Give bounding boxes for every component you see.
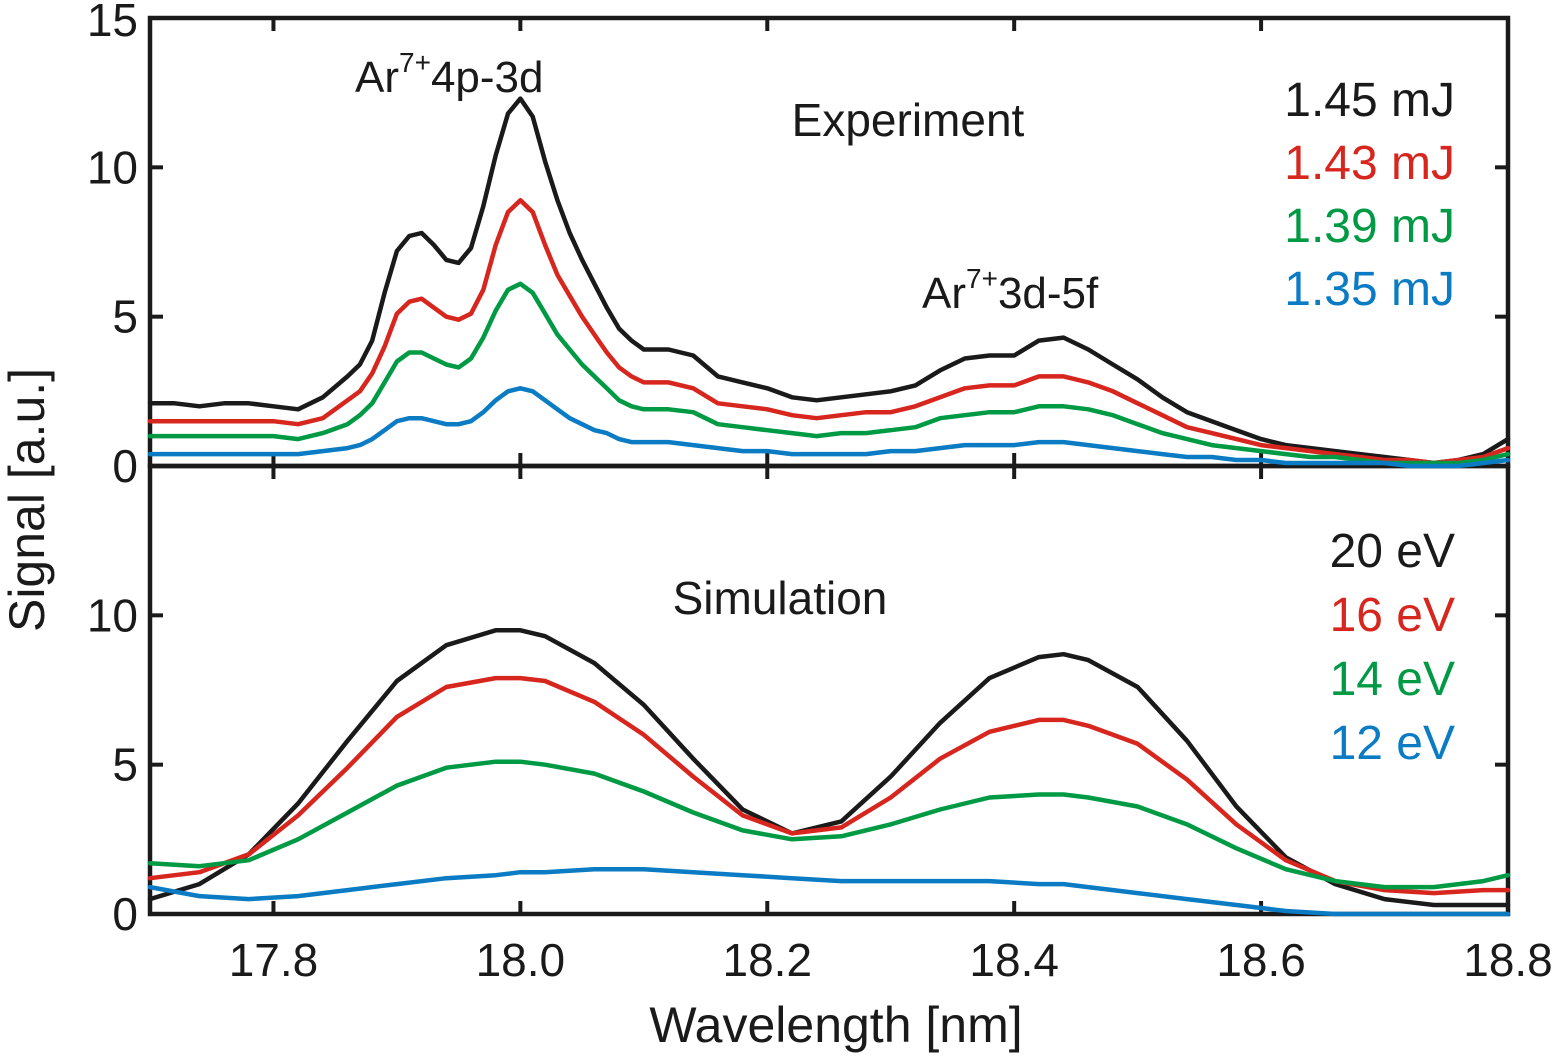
axes-frame bbox=[147, 463, 1511, 917]
axes-frames bbox=[147, 15, 1511, 917]
legend-entry: 20 eV bbox=[1330, 525, 1455, 578]
legend-entry: 1.35 mJ bbox=[1284, 263, 1455, 316]
x-tick-label: 17.8 bbox=[229, 934, 319, 986]
annotation-transition: 4p-3d bbox=[431, 53, 544, 102]
series-line bbox=[147, 197, 1511, 466]
simulation-panel: 0 5 10 Simulation 20 eV 16 eV 14 eV 12 eV bbox=[87, 466, 1511, 940]
x-tick-label: 18.4 bbox=[969, 934, 1059, 986]
annotation-base: Ar bbox=[922, 269, 966, 318]
panel-title: Experiment bbox=[792, 94, 1025, 146]
peak-annotation: Ar7+4p-3d bbox=[355, 47, 543, 102]
x-tick-label: 18.2 bbox=[723, 934, 813, 986]
legend-entry: 14 eV bbox=[1330, 653, 1455, 706]
legend-entry: 16 eV bbox=[1330, 589, 1455, 642]
legend-entry: 12 eV bbox=[1330, 717, 1455, 770]
annotation-transition: 3d-5f bbox=[998, 269, 1099, 318]
annotation-sup: 7+ bbox=[399, 47, 431, 78]
x-tick-label: 18.6 bbox=[1216, 934, 1306, 986]
experiment-panel: 0 5 10 15 Experiment 1.45 mJ 1.43 mJ 1.39 mJ 1.3… bbox=[87, 0, 1511, 492]
annotation-sup: 7+ bbox=[966, 263, 998, 294]
x-tick-label: 18.8 bbox=[1463, 934, 1553, 986]
legend-entry: 1.45 mJ bbox=[1284, 74, 1455, 127]
series-line bbox=[147, 281, 1511, 466]
series-line bbox=[147, 386, 1511, 469]
y-tick-label: 5 bbox=[112, 291, 138, 343]
legend-entry: 1.39 mJ bbox=[1284, 200, 1455, 253]
series-line bbox=[147, 675, 1511, 896]
y-tick-label: 10 bbox=[87, 141, 138, 193]
common-axis-labels: 17.8 18.0 18.2 18.4 18.6 18.8 Wavelength [nm] S… bbox=[0, 368, 1553, 1053]
legend-entry: 1.43 mJ bbox=[1284, 137, 1455, 190]
series-line bbox=[147, 759, 1511, 890]
y-tick-label: 5 bbox=[112, 739, 138, 791]
y-tick-label: 0 bbox=[112, 888, 138, 940]
series-line bbox=[147, 96, 1511, 466]
y-tick-label: 0 bbox=[112, 440, 138, 492]
y-axis-label: Signal [a.u.] bbox=[0, 368, 55, 632]
x-axis-label: Wavelength [nm] bbox=[649, 997, 1022, 1053]
x-tick-label: 18.0 bbox=[476, 934, 566, 986]
y-tick-label: 15 bbox=[87, 0, 138, 46]
y-tick-label: 10 bbox=[87, 589, 138, 641]
series-line bbox=[147, 628, 1511, 908]
panel-title: Simulation bbox=[673, 572, 888, 624]
peak-annotation: Ar7+3d-5f bbox=[922, 263, 1099, 318]
annotation-base: Ar bbox=[355, 53, 399, 102]
series-line bbox=[147, 866, 1511, 917]
